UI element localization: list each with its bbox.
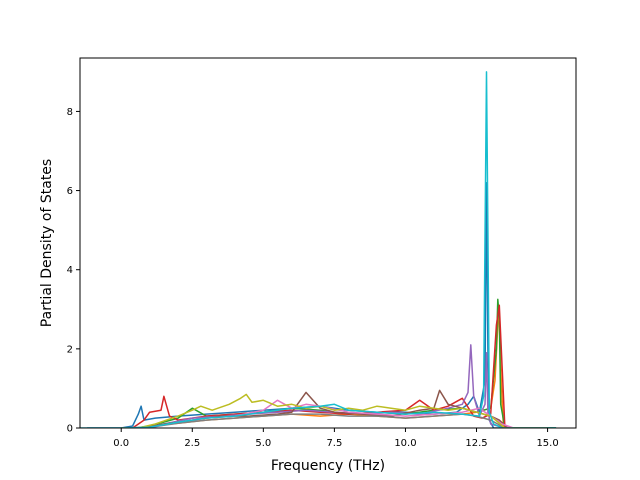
x-tick-label: 2.5	[184, 438, 200, 449]
y-tick-label: 0	[67, 424, 73, 435]
x-axis-label: Frequency (THz)	[271, 458, 385, 474]
series-line-8	[121, 413, 548, 428]
x-tick-label: 7.5	[326, 438, 342, 449]
y-axis-ticks: 0 2 4 6 8	[67, 107, 80, 435]
y-tick-label: 2	[67, 344, 73, 355]
x-tick-label: 5.0	[255, 438, 271, 449]
series-layer	[80, 71, 557, 428]
y-tick-label: 8	[67, 107, 73, 118]
x-tick-label: 15.0	[536, 438, 558, 449]
y-axis-label: Partial Density of States	[39, 159, 55, 327]
x-tick-label: 10.0	[394, 438, 416, 449]
y-tick-label: 6	[67, 186, 73, 197]
x-tick-label: 12.5	[465, 438, 487, 449]
x-tick-label: 0.0	[113, 438, 129, 449]
y-tick-label: 4	[67, 265, 73, 276]
x-axis-ticks: 0.0 2.5 5.0 7.5 10.0 12.5 15.0	[113, 428, 559, 449]
plot-frame	[79, 57, 577, 429]
series-line-10	[80, 71, 557, 428]
